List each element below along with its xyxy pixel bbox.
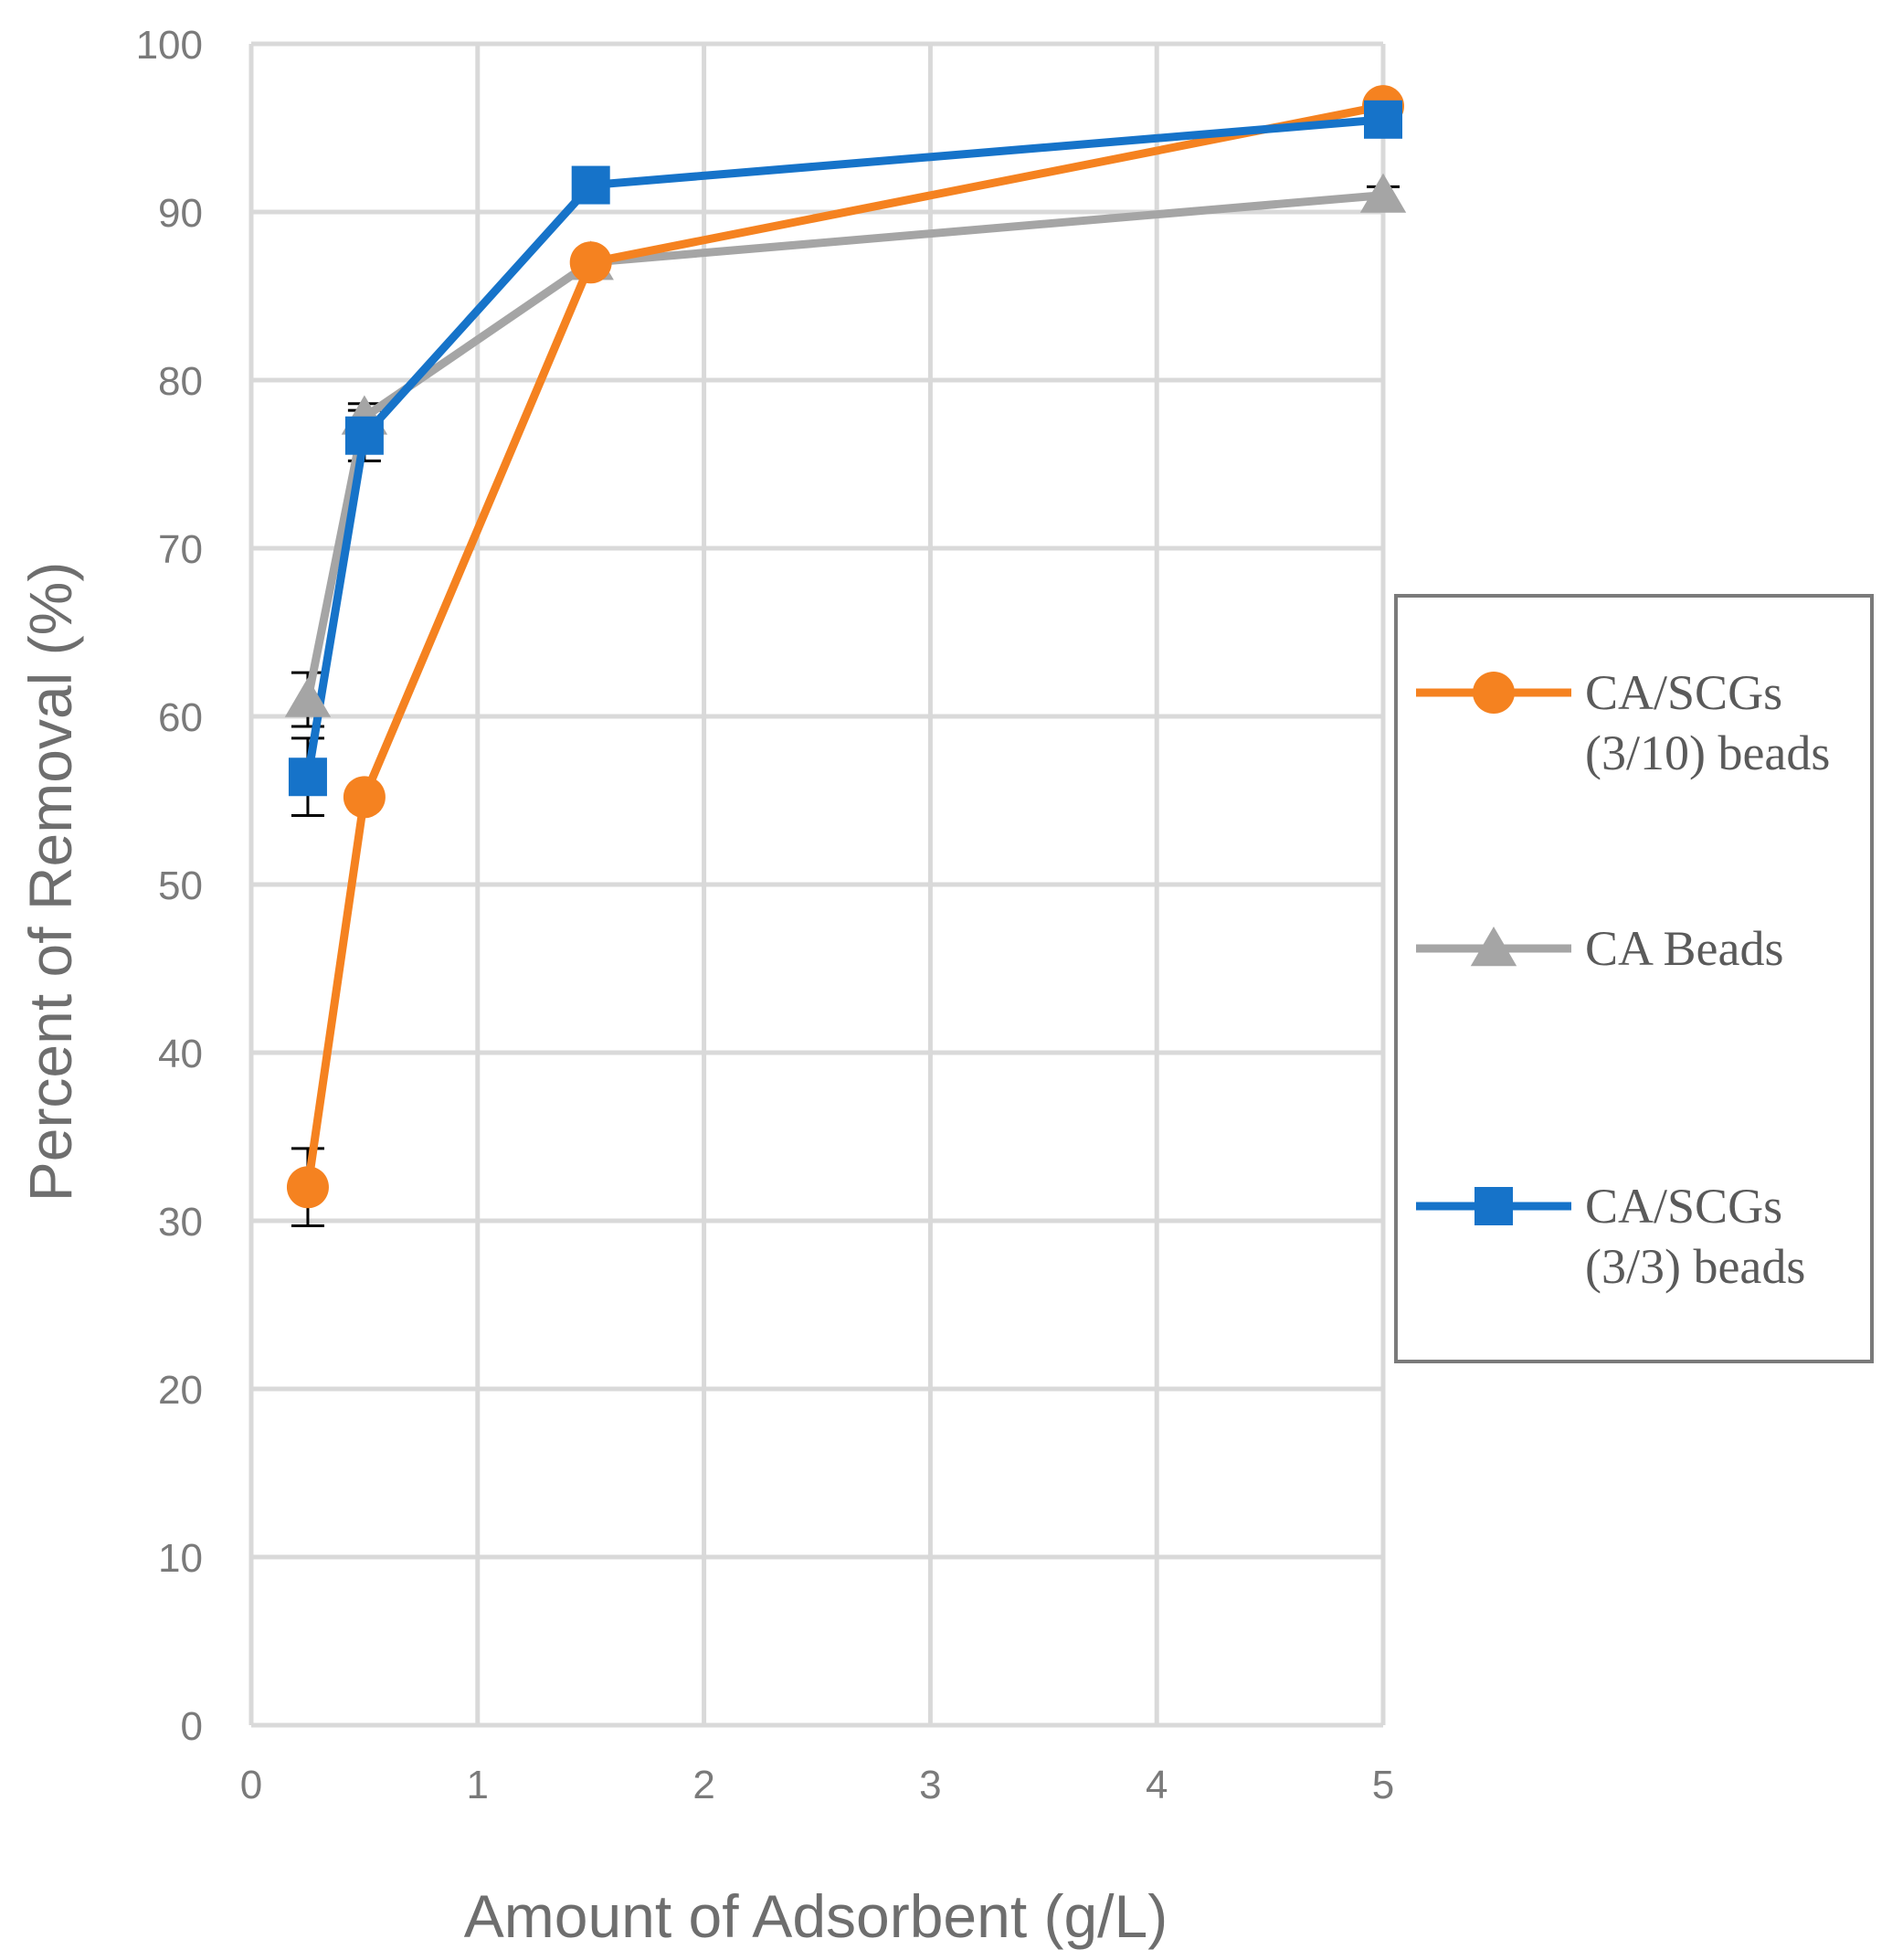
x-tick-label: 3 <box>919 1763 941 1807</box>
legend-box <box>1394 594 1874 1363</box>
y-tick-label: 50 <box>158 863 203 908</box>
y-tick-label: 0 <box>181 1704 203 1749</box>
data-point-ca-scgs-3-10-beads <box>343 776 386 819</box>
y-tick-label: 100 <box>136 23 203 68</box>
legend-marker-ca-scgs-3-3-beads <box>1474 1187 1513 1225</box>
x-tick-label: 2 <box>692 1763 714 1807</box>
y-tick-label: 70 <box>158 527 203 572</box>
y-tick-label: 60 <box>158 695 203 740</box>
data-point-ca-scgs-3-10-beads <box>569 241 612 284</box>
legend-label-ca-scgs-3-10-beads: (3/10) beads <box>1585 726 1830 780</box>
data-point-ca-scgs-3-3-beads <box>288 758 327 797</box>
y-axis-title: Percent of Removal (%) <box>16 562 84 1202</box>
x-tick-label: 4 <box>1146 1763 1168 1807</box>
data-point-ca-scgs-3-3-beads <box>1364 100 1402 139</box>
series-line-ca-scgs-3-10-beads <box>303 101 1384 1188</box>
x-tick-label: 5 <box>1372 1763 1394 1807</box>
series-lines <box>303 101 1384 1188</box>
legend-label-ca-scgs-3-10-beads: CA/SCGs <box>1585 665 1782 720</box>
y-tick-label: 20 <box>158 1368 203 1413</box>
legend-marker-ca-beads <box>1470 927 1517 967</box>
axes <box>248 44 1383 1728</box>
data-point-ca-beads <box>1359 173 1407 213</box>
x-tick-labels: 0 1 2 3 4 5 <box>240 1763 1394 1807</box>
data-point-ca-scgs-3-3-beads <box>344 416 384 455</box>
x-axis-title: Amount of Adsorbent (g/L) <box>464 1882 1168 1950</box>
grid <box>251 41 1386 1725</box>
legend-label-ca-scgs-3-3-beads: CA/SCGs <box>1585 1179 1782 1234</box>
x-tick-label: 1 <box>467 1763 489 1807</box>
y-tick-label: 10 <box>158 1536 203 1581</box>
data-point-ca-scgs-3-10-beads <box>286 1166 329 1209</box>
y-tick-label: 40 <box>158 1032 203 1076</box>
series-line-ca-beads <box>303 191 1384 701</box>
y-tick-label: 30 <box>158 1200 203 1245</box>
y-tick-label: 90 <box>158 191 203 236</box>
data-point-ca-scgs-3-3-beads <box>571 165 610 205</box>
error-bars <box>291 96 1400 1228</box>
legend-item-ca-scgs-3-10-beads: CA/SCGs (3/10) beads <box>1416 665 1830 780</box>
series-line-ca-scgs-3-3-beads <box>303 115 1384 778</box>
legend-label-ca-scgs-3-3-beads: (3/3) beads <box>1585 1239 1805 1294</box>
legend-item-ca-scgs-3-3-beads: CA/SCGs(3/3) beads <box>1416 1179 1805 1294</box>
x-tick-label: 0 <box>240 1763 262 1807</box>
legend-item-ca-beads: CA Beads <box>1416 921 1784 976</box>
legend-label-ca-beads: CA Beads <box>1585 921 1784 976</box>
series-markers <box>284 85 1407 1209</box>
y-tick-labels: 0 10 20 30 40 50 60 70 80 90 100 <box>136 23 203 1749</box>
data-point-ca-beads <box>284 677 332 717</box>
y-tick-label: 80 <box>158 359 203 404</box>
legend-marker-ca-scgs-3-10-beads <box>1473 672 1515 714</box>
